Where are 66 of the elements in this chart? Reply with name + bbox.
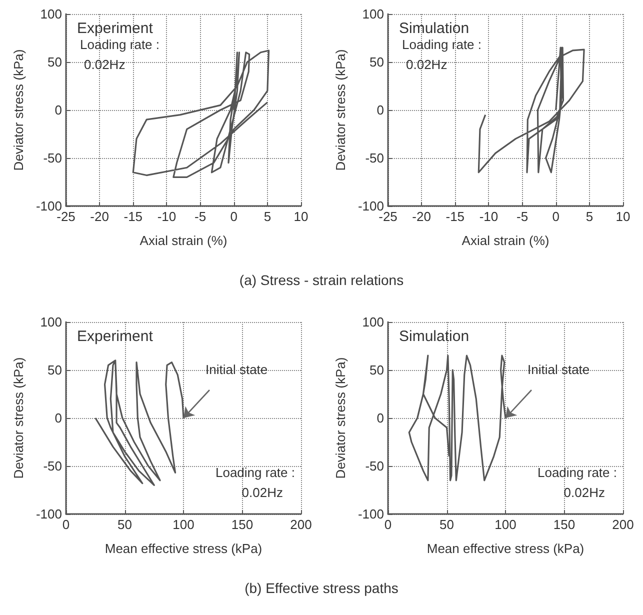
x-tick-label: 10 (294, 209, 308, 224)
y-axis-title: Deviator stress (kPa) (333, 49, 348, 171)
y-tick-label: -50 (43, 458, 62, 474)
y-tick-label: 50 (48, 362, 62, 378)
x-tick-label: -10 (157, 209, 176, 224)
y-tick-label: 0 (376, 102, 384, 118)
y-tick-label: 100 (362, 314, 384, 330)
chart-title: Simulation (399, 20, 470, 37)
annotation: Loading rate : (80, 37, 160, 52)
x-tick-label: -5 (516, 209, 528, 224)
annotation: Initial state (528, 362, 590, 377)
y-tick-label: -50 (365, 458, 384, 474)
x-tick-label: 0 (230, 209, 238, 224)
x-tick-label: 10 (616, 209, 630, 224)
y-tick-label: 50 (370, 54, 384, 70)
x-tick-label: -20 (90, 209, 109, 224)
y-axis-title: Deviator stress (kPa) (11, 49, 26, 171)
text: (b) Effective stress paths (244, 580, 400, 596)
x-tick-label: 200 (290, 517, 312, 532)
y-tick-label: 100 (362, 6, 384, 22)
y-tick-label: 50 (48, 54, 62, 70)
x-tick-label: 100 (172, 517, 194, 532)
y-tick-label: -100 (36, 506, 62, 522)
x-tick-label: -5 (194, 209, 206, 224)
x-tick-label: 0 (552, 209, 560, 224)
line-series (478, 46, 585, 174)
y-tick-label: -50 (43, 150, 62, 166)
x-tick-label: 50 (440, 517, 454, 532)
annotation: Loading rate : (215, 465, 296, 480)
annotation: 0.02Hz (564, 485, 606, 500)
annotation: Loading rate : (402, 37, 482, 52)
y-tick-label: 0 (54, 410, 62, 426)
y-tick-label: -50 (365, 150, 384, 166)
annotation: Initial state (206, 362, 268, 377)
x-tick-label: -15 (446, 209, 465, 224)
x-tick-label: 5 (586, 209, 594, 224)
annotation: 0.02Hz (242, 485, 284, 500)
x-tick-label: 50 (118, 517, 132, 532)
x-axis-title: Mean effective stress (kPa) (104, 541, 262, 556)
y-tick-label: 0 (376, 410, 384, 426)
y-axis-title: Deviator stress (kPa) (333, 357, 348, 479)
line-series (132, 50, 270, 178)
x-tick-label: 150 (231, 517, 254, 532)
chart-title: Simulation (399, 328, 470, 345)
chart-title: Experiment (77, 328, 154, 345)
x-tick-label: 100 (494, 517, 516, 532)
annotation: 0.02Hz (406, 57, 448, 72)
x-axis-title: Mean effective stress (kPa) (426, 541, 584, 556)
x-tick-label: 5 (264, 209, 272, 224)
x-axis-title: Axial strain (%) (462, 233, 550, 248)
x-tick-label: -15 (124, 209, 143, 224)
y-tick-label: 50 (370, 362, 384, 378)
y-tick-label: 100 (40, 314, 62, 330)
x-tick-label: 200 (612, 517, 634, 532)
y-tick-label: 0 (54, 102, 62, 118)
chart-title: Experiment (77, 20, 154, 37)
y-tick-label: 100 (40, 6, 62, 22)
x-tick-label: -10 (479, 209, 498, 224)
annotation: 0.02Hz (84, 57, 126, 72)
annotation: Loading rate : (537, 465, 618, 480)
text: (a) Stress - strain relations (238, 272, 405, 288)
y-tick-label: -100 (358, 506, 384, 522)
x-tick-label: -20 (412, 209, 431, 224)
x-axis-title: Axial strain (%) (140, 233, 228, 248)
y-axis-title: Deviator stress (kPa) (11, 357, 26, 479)
x-tick-label: 150 (553, 517, 576, 532)
